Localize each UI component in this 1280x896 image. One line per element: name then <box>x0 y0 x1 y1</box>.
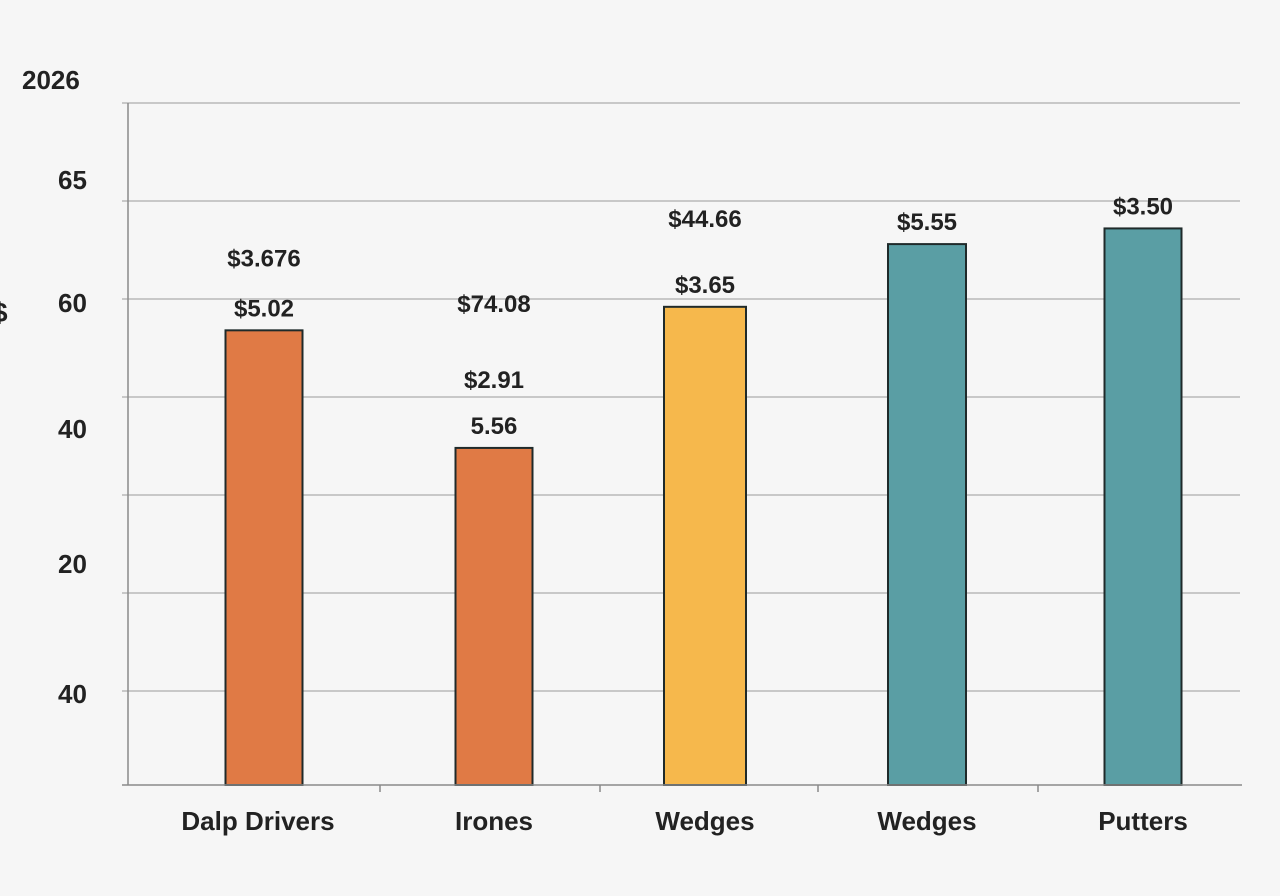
bar <box>454 446 534 786</box>
y-tick-label: 40 <box>58 414 87 444</box>
data-labels: $3.676 $5.02 $74.08 $2.91 5.56 $44.66 $3.65 $5.… <box>227 193 1173 439</box>
y-tick-label: 20 <box>58 549 87 579</box>
bar <box>887 243 967 786</box>
data-label: 5.56 <box>471 413 518 440</box>
data-label: $2.91 <box>464 367 524 394</box>
data-label: $5.02 <box>234 295 294 322</box>
data-label: $3.676 <box>227 245 300 272</box>
x-tick-labels: Dalp Drivers Irones Wedges Wedges Putters <box>181 785 1188 836</box>
chart-title: 2026 <box>22 65 80 95</box>
x-tick-label: Dalp Drivers <box>181 806 334 836</box>
data-label: $5.55 <box>897 209 957 236</box>
y-tick-labels: 65 60 40 20 40 <box>58 165 87 709</box>
y-tick-label: 65 <box>58 165 87 195</box>
data-label: $3.65 <box>675 272 735 299</box>
y-tick-label: 40 <box>58 679 87 709</box>
data-label: $3.50 <box>1113 193 1173 220</box>
y-axis-label: $ <box>0 297 8 328</box>
data-label: $44.66 <box>668 206 741 233</box>
y-tick-label: 60 <box>58 288 87 318</box>
bars <box>224 227 1183 786</box>
bar <box>224 329 304 786</box>
bar <box>663 305 747 786</box>
x-tick-label: Wedges <box>877 806 976 836</box>
x-tick-label: Irones <box>455 806 533 836</box>
x-tick-label: Wedges <box>655 806 754 836</box>
bar <box>1103 227 1183 786</box>
data-label: $74.08 <box>457 291 530 318</box>
x-tick-label: Putters <box>1098 806 1188 836</box>
